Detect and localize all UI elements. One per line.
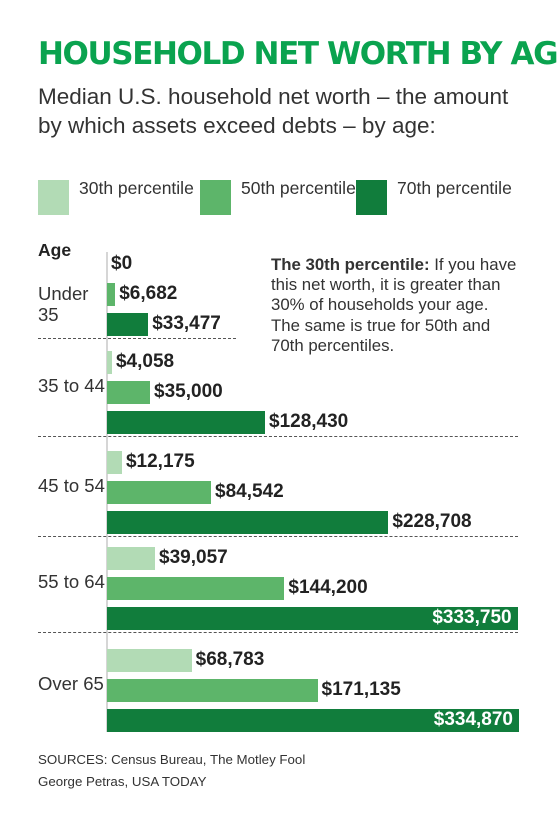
bar-1-3 <box>107 313 149 336</box>
bar-label-5-1: $68,783 <box>195 649 265 670</box>
bar-label-5-2: $171,135 <box>321 679 401 700</box>
bar-label-2-3: $128,430 <box>269 411 349 432</box>
bar-label-1-3: $33,477 <box>152 313 221 334</box>
bar-label-3-1: $12,175 <box>125 451 195 472</box>
bar-2-1 <box>107 351 112 374</box>
group-divider-2 <box>38 436 518 437</box>
group-divider-3 <box>38 536 518 537</box>
bar-label-4-1: $39,057 <box>159 547 228 568</box>
credit-line: George Petras, USA TODAY <box>38 774 207 789</box>
bar-label-1-2: $6,682 <box>119 283 178 304</box>
bar-label-5-3: $334,870 <box>433 709 513 730</box>
bar-5-1 <box>107 649 192 672</box>
group-label-3: 45 to 54 <box>38 475 105 496</box>
group-label-2: 35 to 44 <box>38 375 105 396</box>
bar-label-3-3: $228,708 <box>392 511 472 532</box>
group-divider-1 <box>38 338 236 339</box>
bar-4-1 <box>107 547 156 570</box>
bar-label-1-1: $0 <box>111 253 133 274</box>
bar-label-2-1: $4,058 <box>115 351 175 372</box>
bar-label-4-3: $333,750 <box>432 607 512 628</box>
group-divider-4 <box>38 632 518 633</box>
bar-1-2 <box>107 283 116 306</box>
bar-label-3-2: $84,542 <box>215 481 284 502</box>
note-text: If you have this net worth, it is greate… <box>271 255 517 355</box>
legend-label-1: 30th percentile <box>79 178 194 198</box>
chart-subtitle: Median U.S. household net worth – the am… <box>38 84 509 138</box>
legend-label-3: 70th percentile <box>397 178 512 198</box>
bar-4-2 <box>107 577 285 600</box>
bar-3-3 <box>107 511 389 534</box>
bar-label-4-2: $144,200 <box>288 577 368 598</box>
sources-line: SOURCES: Census Bureau, The Motley Fool <box>38 752 306 767</box>
bar-4-3 <box>107 607 518 630</box>
group-label-4: 55 to 64 <box>38 571 105 592</box>
bar-2-2 <box>107 381 151 404</box>
chart-title: HOUSEHOLD NET WORTH BY AGE <box>38 36 557 72</box>
note-title: The 30th percentile: <box>271 255 430 274</box>
bar-3-2 <box>107 481 211 504</box>
group-label-5: Over 65 <box>38 673 104 694</box>
group-label-1: Under 35 <box>38 283 89 325</box>
bar-5-2 <box>107 679 318 702</box>
bar-3-1 <box>107 451 122 474</box>
legend-label-2: 50th percentile <box>241 178 356 198</box>
legend-swatch-3 <box>356 180 387 215</box>
legend-swatch-1 <box>38 180 69 215</box>
legend-swatch-2 <box>200 180 231 215</box>
age-axis-title: Age <box>38 240 72 260</box>
bar-label-2-2: $35,000 <box>154 381 223 402</box>
percentile-note: The 30th percentile: If you have this ne… <box>271 255 517 356</box>
bar-2-3 <box>107 411 265 434</box>
bar-5-3 <box>107 709 519 732</box>
